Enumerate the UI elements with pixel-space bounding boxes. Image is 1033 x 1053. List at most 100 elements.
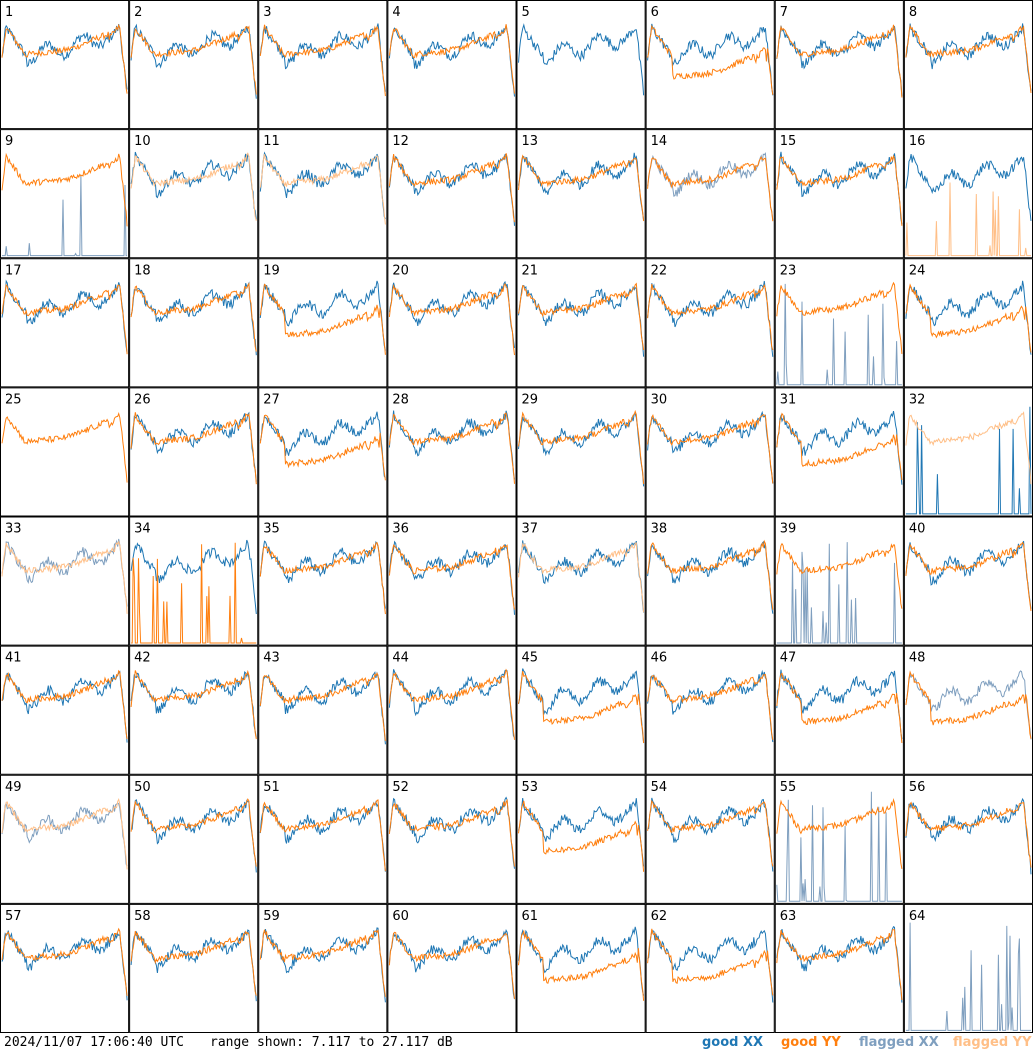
panel-label: 47: [780, 651, 797, 666]
panel-3: 3: [258, 0, 388, 130]
panel-14: 14: [645, 129, 775, 259]
footer: 2024/11/07 17:06:40 UTC range shown: 7.1…: [0, 1033, 1033, 1053]
panel-frame: [774, 387, 904, 517]
panel-59: 59: [258, 903, 388, 1033]
panel-frame: [387, 387, 517, 517]
legend-good-xx: good XX: [702, 1035, 764, 1050]
panel-20: 20: [387, 258, 517, 388]
panel-63: 63: [774, 903, 904, 1033]
series-xx: [776, 669, 903, 740]
series-xx: [776, 791, 902, 902]
panel-frame: [0, 0, 130, 130]
panel-label: 62: [651, 909, 668, 924]
panel-41: 41: [0, 645, 130, 775]
panel-label: 48: [909, 651, 926, 666]
panel-label: 51: [263, 780, 280, 795]
series-yy: [259, 799, 386, 872]
panel-47: 47: [774, 645, 904, 775]
series-yy: [388, 931, 515, 999]
series-yy: [647, 673, 774, 740]
panel-24: 24: [903, 258, 1033, 388]
panel-26: 26: [129, 387, 259, 517]
panel-label: 27: [263, 392, 280, 407]
series-yy: [905, 801, 1032, 868]
legend-flagged-xx: flagged XX: [859, 1035, 939, 1050]
panel-label: 56: [909, 780, 926, 795]
series-xx: [776, 151, 903, 225]
series-yy: [259, 414, 386, 481]
panel-53: 53: [516, 774, 646, 904]
panel-55: 55: [774, 774, 904, 904]
series-yy: [776, 281, 903, 354]
panel-frame: [129, 387, 259, 517]
panel-label: 55: [780, 780, 797, 795]
series-yy: [647, 283, 774, 351]
series-yy: [647, 413, 774, 484]
series-yy: [388, 668, 515, 740]
legend-flagged-yy: flagged YY: [953, 1035, 1032, 1050]
panel-58: 58: [129, 903, 259, 1033]
panel-label: 4: [392, 5, 400, 20]
panel-5: 5: [516, 0, 646, 130]
series-yy: [518, 929, 645, 1001]
series-yy: [518, 154, 645, 222]
panel-label: 17: [5, 263, 22, 278]
panel-frame: [258, 0, 388, 130]
panel-39: 39: [774, 516, 904, 646]
panel-46: 46: [645, 645, 775, 775]
series-yy: [130, 412, 257, 485]
panel-frame: [129, 903, 259, 1033]
series-yy: [518, 800, 645, 872]
panel-44: 44: [387, 645, 517, 775]
series-yy: [130, 282, 257, 352]
panel-label: 10: [134, 134, 151, 149]
series-xx: [776, 925, 903, 1003]
series-yy: [388, 544, 515, 610]
series-yy: [905, 670, 1032, 739]
series-yy: [518, 670, 645, 744]
series-yy: [776, 797, 903, 869]
panel-frame: [645, 258, 775, 388]
panel-label: 60: [392, 909, 409, 924]
panel-frame: [258, 129, 388, 259]
panel-16: 16: [903, 129, 1033, 259]
panel-label: 24: [909, 263, 926, 278]
series-yy: [259, 672, 386, 741]
series-yy: [388, 24, 515, 94]
panel-6: 6: [645, 0, 775, 130]
panel-label: 20: [392, 263, 409, 278]
panel-label: 45: [522, 651, 539, 666]
series-xx: [388, 25, 515, 97]
panel-18: 18: [129, 258, 259, 388]
panel-label: 61: [522, 909, 539, 924]
series-yy: [259, 283, 386, 355]
panel-label: 37: [522, 522, 539, 537]
series-yy: [647, 928, 774, 996]
panel-label: 14: [651, 134, 668, 149]
series-yy: [905, 24, 1032, 93]
panel-25: 25: [0, 387, 130, 517]
series-xx: [388, 410, 515, 480]
series-yy: [905, 283, 1032, 353]
series-xx: [130, 151, 257, 220]
panel-22: 22: [645, 258, 775, 388]
panel-frame: [0, 903, 130, 1033]
series-yy: [130, 798, 257, 867]
series-xx: [905, 154, 1032, 221]
panel-52: 52: [387, 774, 517, 904]
panel-57: 57: [0, 903, 130, 1033]
panel-frame: [645, 645, 775, 775]
panel-frame: [129, 0, 259, 130]
series-xx: [518, 540, 645, 613]
series-xx: [518, 413, 645, 487]
panel-label: 28: [392, 392, 409, 407]
panel-label: 33: [5, 522, 22, 537]
panel-label: 25: [5, 392, 22, 407]
series-yy: [518, 409, 645, 485]
panel-34: 34: [129, 516, 259, 646]
panel-48: 48: [903, 645, 1033, 775]
panel-label: 13: [522, 134, 539, 149]
panel-42: 42: [129, 645, 259, 775]
series-yy: [1, 411, 128, 483]
